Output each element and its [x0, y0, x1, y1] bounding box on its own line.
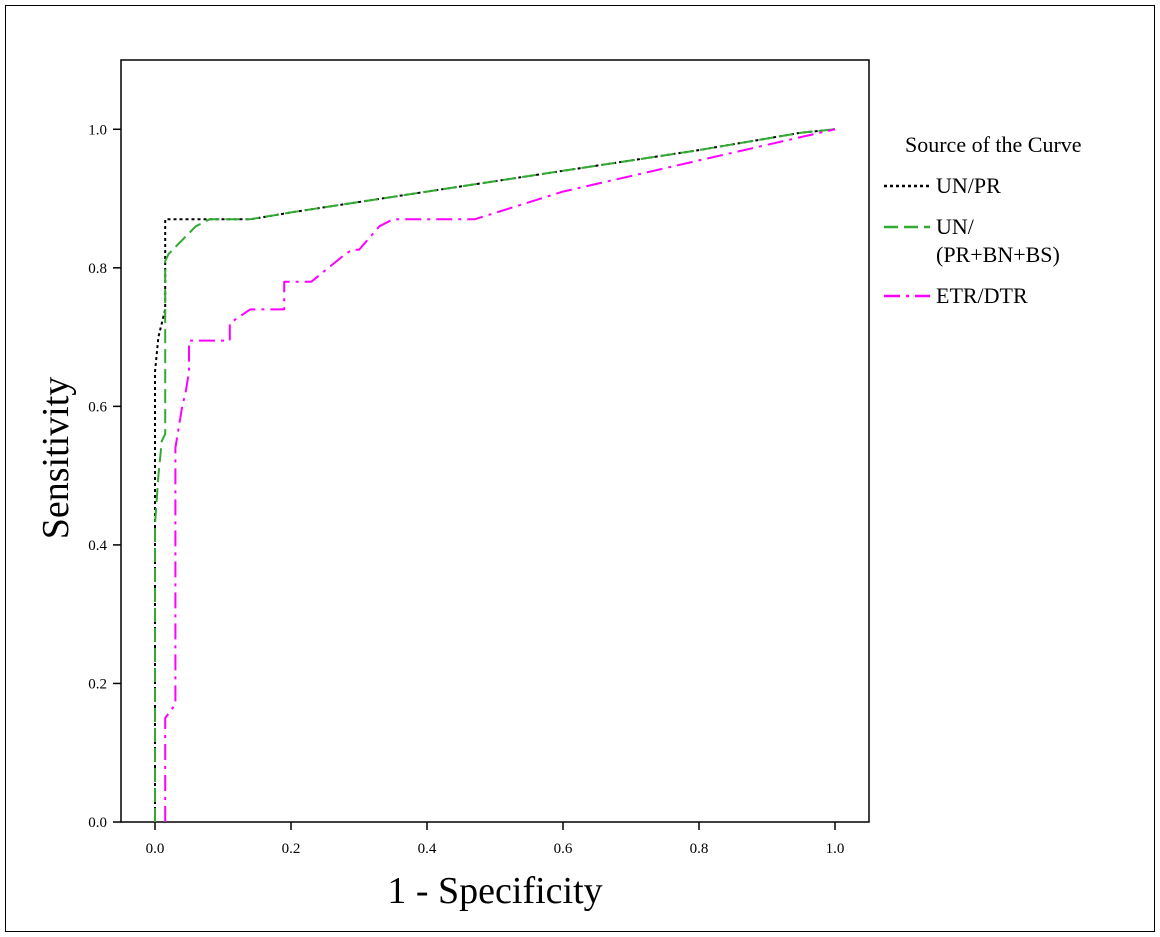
legend-label-2: UN/ [936, 214, 975, 239]
y-axis: 0.0 0.2 0.4 0.6 0.8 1.0 [88, 122, 121, 831]
y-tick-label: 0.2 [88, 676, 107, 692]
x-tick-label: 0.6 [554, 841, 573, 857]
x-axis-label: 1 - Specificity [387, 870, 602, 912]
x-tick-label: 0.0 [146, 841, 165, 857]
x-tick-label: 0.4 [418, 841, 437, 857]
x-axis: 0.0 0.2 0.4 0.6 0.8 1.0 [146, 822, 845, 857]
y-tick-label: 0.8 [88, 261, 107, 277]
x-tick-label: 0.2 [282, 841, 301, 857]
y-tick-label: 0.6 [88, 399, 107, 415]
figure-frame [5, 5, 1155, 932]
legend-label-3: ETR/DTR [936, 283, 1028, 308]
series-line-2 [154, 128, 836, 822]
plot-area [120, 59, 870, 823]
series-line-1 [154, 128, 836, 822]
legend: Source of the Curve UN/PR UN/ (PR+BN+BS) ET… [884, 132, 1082, 308]
legend-label-2: (PR+BN+BS) [936, 242, 1060, 267]
legend-label-1: UN/PR [936, 173, 1001, 198]
x-tick-label: 0.8 [690, 841, 709, 857]
x-tick-label: 1.0 [826, 841, 845, 857]
y-axis-label: Sensitivity [35, 377, 77, 540]
legend-title: Source of the Curve [905, 132, 1082, 157]
series-lines [154, 128, 836, 822]
series-line-3 [164, 128, 836, 822]
y-tick-label: 0.0 [88, 815, 107, 831]
y-tick-label: 0.4 [88, 538, 107, 554]
y-tick-label: 1.0 [88, 122, 107, 138]
